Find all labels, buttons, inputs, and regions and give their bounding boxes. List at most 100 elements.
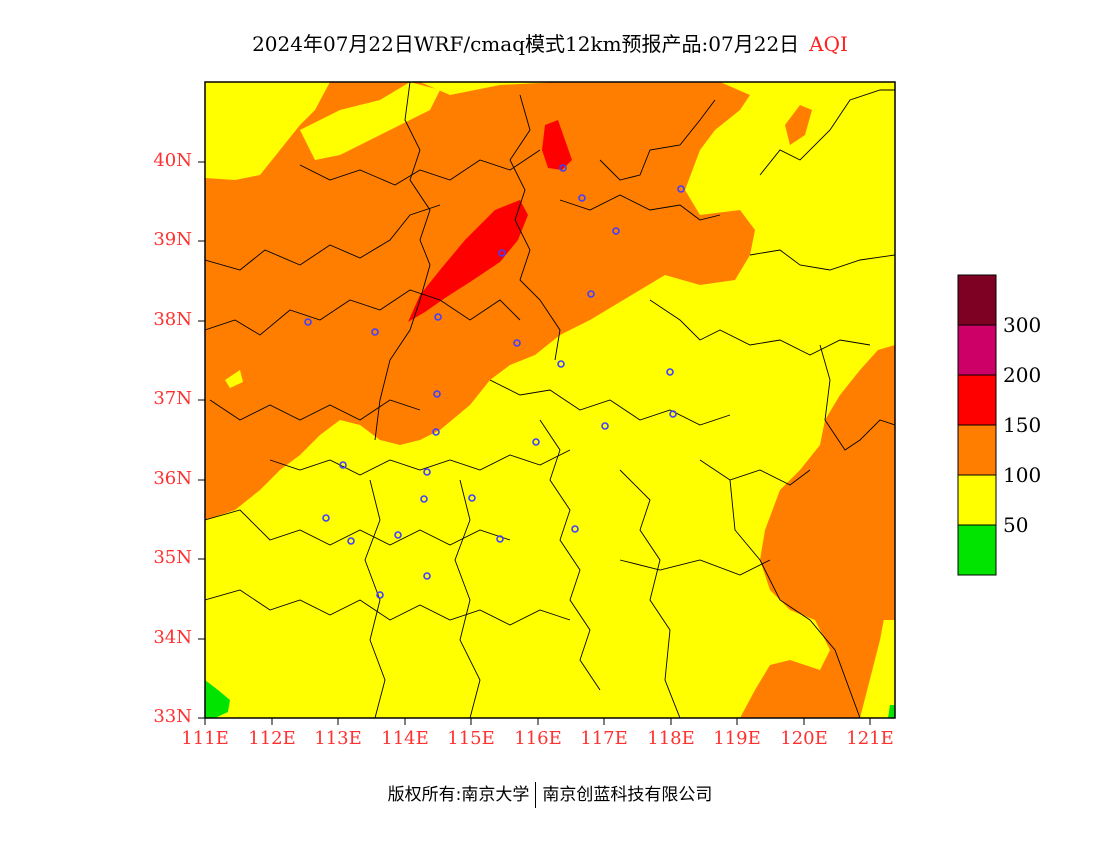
aqi-region-orange-east [740,345,895,718]
colorbar-swatch-0-50 [957,524,997,576]
colorbar-swatch-100-150 [957,424,997,476]
aqi-region-red [408,200,528,322]
station-marker [347,537,355,545]
station-marker [433,390,441,398]
lon-label: 114E [381,728,429,749]
boundary-line [509,94,561,361]
lon-label: 113E [314,728,362,749]
aqi-region-orange-se [840,430,895,620]
footer: 版权所有:南京大学 南京创蓝科技有限公司 [0,780,1100,808]
lon-label: 111E [181,728,229,749]
boundary-line [819,344,895,451]
station-marker [371,328,379,336]
boundary-line [649,299,871,356]
aqi-region-orange-west [205,82,755,520]
lat-label: 33N [153,706,192,727]
station-marker [420,495,428,503]
lon-label: 118E [647,728,695,749]
boundary-line [454,479,481,718]
station-marker [612,227,620,235]
station-marker [557,360,565,368]
lon-label: 119E [713,728,761,749]
lon-label: 120E [780,728,828,749]
footer-separator [535,782,537,808]
station-marker [571,525,579,533]
station-marker [513,339,521,347]
station-marker [601,422,609,430]
station-marker [578,194,586,202]
colorbar-swatch-150-200 [957,374,997,426]
colorbar-label: 150 [1003,413,1042,437]
boundary-line [539,419,601,691]
boundary-line [269,449,571,476]
boundary-line [205,509,511,546]
colorbar [957,274,997,576]
boundary-line [729,479,861,718]
variable-label: AQI [809,32,848,56]
station-marker [496,535,504,543]
station-marker [432,428,440,436]
boundary-line [364,479,386,718]
lat-label: 34N [153,627,192,648]
boundary-line [205,204,441,271]
boundary-lines [205,82,895,718]
boundary-line [205,289,521,336]
aqi-region-green-se [888,705,895,718]
title-text: 2024年07月22日WRF/cmaq模式12km预报产品:07月22日 [252,32,800,56]
boundary-line [299,149,541,186]
station-marker [677,185,685,193]
copyright-text: 版权所有:南京大学 [387,785,530,805]
station-marker [587,290,595,298]
lon-label: 121E [846,728,894,749]
lon-label: 116E [514,728,562,749]
boundary-line [374,82,431,441]
station-marker [498,249,506,257]
boundary-line [749,249,895,271]
colorbar-swatch-300plus [957,274,997,326]
boundary-line [559,194,721,221]
boundary-line [209,399,421,421]
colorbar-label: 300 [1003,313,1042,337]
boundary-line [205,589,571,626]
aqi-region-yellow-spot2 [225,150,265,175]
aqi-region-yellow-nw2 [300,82,440,160]
company-text: 南京创蓝科技有限公司 [542,785,713,805]
station-marker [666,368,674,376]
lon-label: 117E [580,728,628,749]
aqi-fill-layer [205,82,895,718]
lat-label: 35N [153,547,192,568]
boundary-line [619,469,681,718]
map-title: 2024年07月22日WRF/cmaq模式12km预报产品:07月22日 AQI [0,28,1100,57]
station-marker [423,572,431,580]
lat-label: 36N [153,468,192,489]
boundary-line [489,379,731,426]
colorbar-label: 100 [1003,463,1042,487]
station-marker [559,164,567,172]
lat-label: 40N [153,150,192,171]
aqi-region-yellow-spot [225,370,243,388]
lat-label: 37N [153,388,192,409]
colorbar-label: 50 [1003,513,1029,537]
aqi-region-green [205,680,230,718]
boundary-line [599,99,716,181]
station-marker [434,313,442,321]
lat-label: 38N [153,309,192,330]
station-markers [304,164,685,599]
boundary-line [699,459,811,486]
station-marker [304,318,312,326]
axis-ticks [198,161,871,725]
station-marker [376,591,384,599]
lon-label: 115E [447,728,495,749]
lat-label: 39N [153,229,192,250]
station-marker [339,461,347,469]
colorbar-swatch-200-300 [957,324,997,376]
station-marker [669,410,677,418]
station-marker [532,438,540,446]
boundary-line [619,559,771,576]
station-marker [394,531,402,539]
aqi-region-orange-ne [785,105,812,145]
station-marker [322,514,330,522]
lon-label: 112E [248,728,296,749]
aqi-region-red-north [542,120,572,170]
